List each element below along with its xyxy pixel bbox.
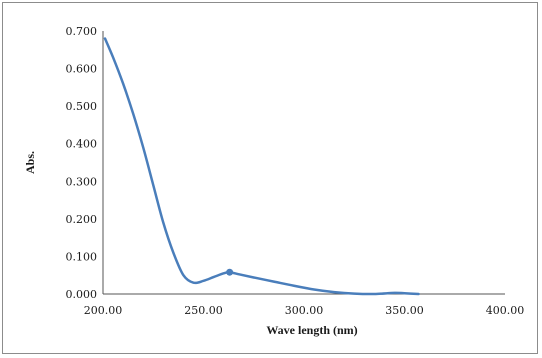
y-tick-label: 0.400 (66, 138, 98, 151)
x-tick-labels: 200.00 250.00 300.00 350.00 400.00 (84, 304, 525, 317)
chart-frame (2, 2, 538, 354)
y-tick-labels: 0.000 0.100 0.200 0.300 0.400 0.500 0.600 0.700 (66, 25, 98, 301)
x-axis-title: Wave length (nm) (266, 323, 357, 337)
y-axis-title: Abs. (23, 151, 37, 174)
y-tick-label: 0.200 (66, 213, 98, 226)
x-tick-label: 300.00 (285, 304, 324, 317)
y-tick-label: 0.100 (66, 250, 98, 263)
y-tick-label: 0.300 (66, 175, 98, 188)
y-tick-label: 0.000 (66, 288, 98, 301)
series (103, 37, 420, 296)
x-tick-label: 250.00 (184, 304, 223, 317)
x-tick-label: 200.00 (84, 304, 123, 317)
y-tick-label: 0.600 (66, 63, 98, 76)
x-tick-label: 400.00 (486, 304, 525, 317)
series-line (103, 37, 420, 296)
axes (102, 31, 505, 295)
y-tick-label: 0.700 (66, 25, 98, 38)
peak-marker (226, 268, 234, 276)
x-tick-label: 350.00 (385, 304, 424, 317)
y-tick-label: 0.500 (66, 100, 98, 113)
